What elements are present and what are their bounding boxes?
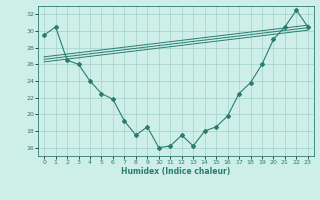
X-axis label: Humidex (Indice chaleur): Humidex (Indice chaleur) <box>121 167 231 176</box>
